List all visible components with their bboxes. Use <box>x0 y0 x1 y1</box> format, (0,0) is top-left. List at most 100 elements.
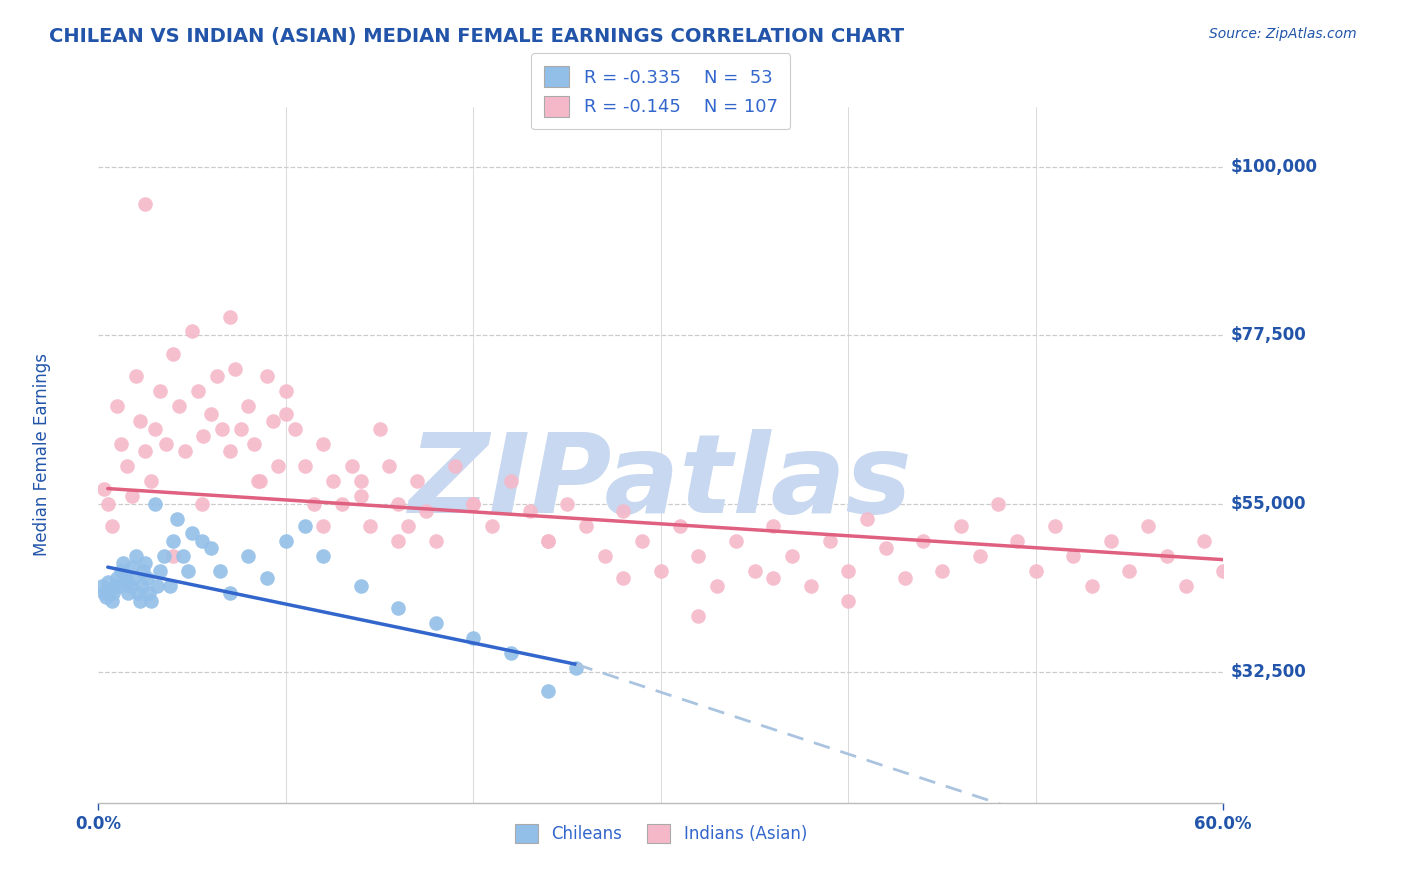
Point <box>762 571 785 585</box>
Point <box>368 422 391 436</box>
Point <box>856 511 879 525</box>
Point <box>499 474 522 488</box>
Point <box>108 579 131 593</box>
Point <box>143 497 166 511</box>
Point <box>724 533 747 548</box>
Point <box>330 497 353 511</box>
Point <box>153 549 176 563</box>
Point <box>612 571 634 585</box>
Point <box>406 474 429 488</box>
Legend: Chileans, Indians (Asian): Chileans, Indians (Asian) <box>508 818 814 850</box>
Point <box>131 579 153 593</box>
Point <box>706 579 728 593</box>
Point <box>181 325 204 339</box>
Point <box>145 579 167 593</box>
Point <box>668 519 690 533</box>
Point <box>987 497 1010 511</box>
Point <box>1194 533 1216 548</box>
Point <box>949 519 972 533</box>
Point <box>969 549 991 563</box>
Point <box>256 571 278 585</box>
Point <box>631 533 654 548</box>
Point <box>193 429 215 443</box>
Point <box>98 582 121 597</box>
Point <box>1081 579 1104 593</box>
Text: $77,500: $77,500 <box>1230 326 1306 344</box>
Point <box>612 504 634 518</box>
Point <box>211 422 233 436</box>
Point <box>312 436 335 450</box>
Point <box>159 579 181 593</box>
Point <box>190 497 212 511</box>
Point <box>177 564 200 578</box>
Point <box>93 482 115 496</box>
Point <box>229 422 252 436</box>
Point <box>1025 564 1047 578</box>
Text: Source: ZipAtlas.com: Source: ZipAtlas.com <box>1209 27 1357 41</box>
Point <box>166 511 188 525</box>
Point <box>122 571 145 585</box>
Point <box>94 590 117 604</box>
Point <box>224 362 246 376</box>
Point <box>1156 549 1178 563</box>
Point <box>249 474 271 488</box>
Point <box>134 557 156 571</box>
Point <box>209 564 232 578</box>
Point <box>1137 519 1160 533</box>
Point <box>359 519 381 533</box>
Point <box>115 459 138 474</box>
Point <box>121 560 143 574</box>
Point <box>162 533 184 548</box>
Point <box>187 384 209 399</box>
Point <box>463 497 485 511</box>
Point <box>200 407 222 421</box>
Point <box>1005 533 1028 548</box>
Point <box>132 564 155 578</box>
Point <box>111 557 134 571</box>
Point <box>425 533 447 548</box>
Point <box>243 436 266 450</box>
Point <box>100 594 122 608</box>
Point <box>875 541 897 556</box>
Point <box>117 586 139 600</box>
Point <box>1043 519 1066 533</box>
Point <box>127 586 149 600</box>
Point <box>744 564 766 578</box>
Point <box>294 459 316 474</box>
Point <box>387 533 409 548</box>
Point <box>218 310 240 324</box>
Point <box>262 414 284 428</box>
Point <box>162 347 184 361</box>
Point <box>1174 579 1197 593</box>
Text: $32,500: $32,500 <box>1230 663 1306 681</box>
Point <box>1118 564 1140 578</box>
Point <box>1099 533 1122 548</box>
Point <box>302 497 325 511</box>
Point <box>481 519 503 533</box>
Point <box>322 474 344 488</box>
Point <box>93 586 115 600</box>
Point <box>340 459 363 474</box>
Point <box>121 489 143 503</box>
Point <box>246 474 269 488</box>
Text: $100,000: $100,000 <box>1230 158 1317 176</box>
Point <box>274 384 297 399</box>
Point <box>125 549 148 563</box>
Point <box>350 579 373 593</box>
Point <box>396 519 419 533</box>
Point <box>931 564 953 578</box>
Point <box>1062 549 1084 563</box>
Point <box>110 564 132 578</box>
Point <box>138 586 160 600</box>
Point <box>912 533 935 548</box>
Point <box>267 459 290 474</box>
Point <box>463 631 485 645</box>
Point <box>425 616 447 631</box>
Point <box>350 489 373 503</box>
Point <box>537 533 560 548</box>
Point <box>238 549 260 563</box>
Point <box>387 601 409 615</box>
Point <box>537 683 560 698</box>
Point <box>139 474 162 488</box>
Point <box>162 549 184 563</box>
